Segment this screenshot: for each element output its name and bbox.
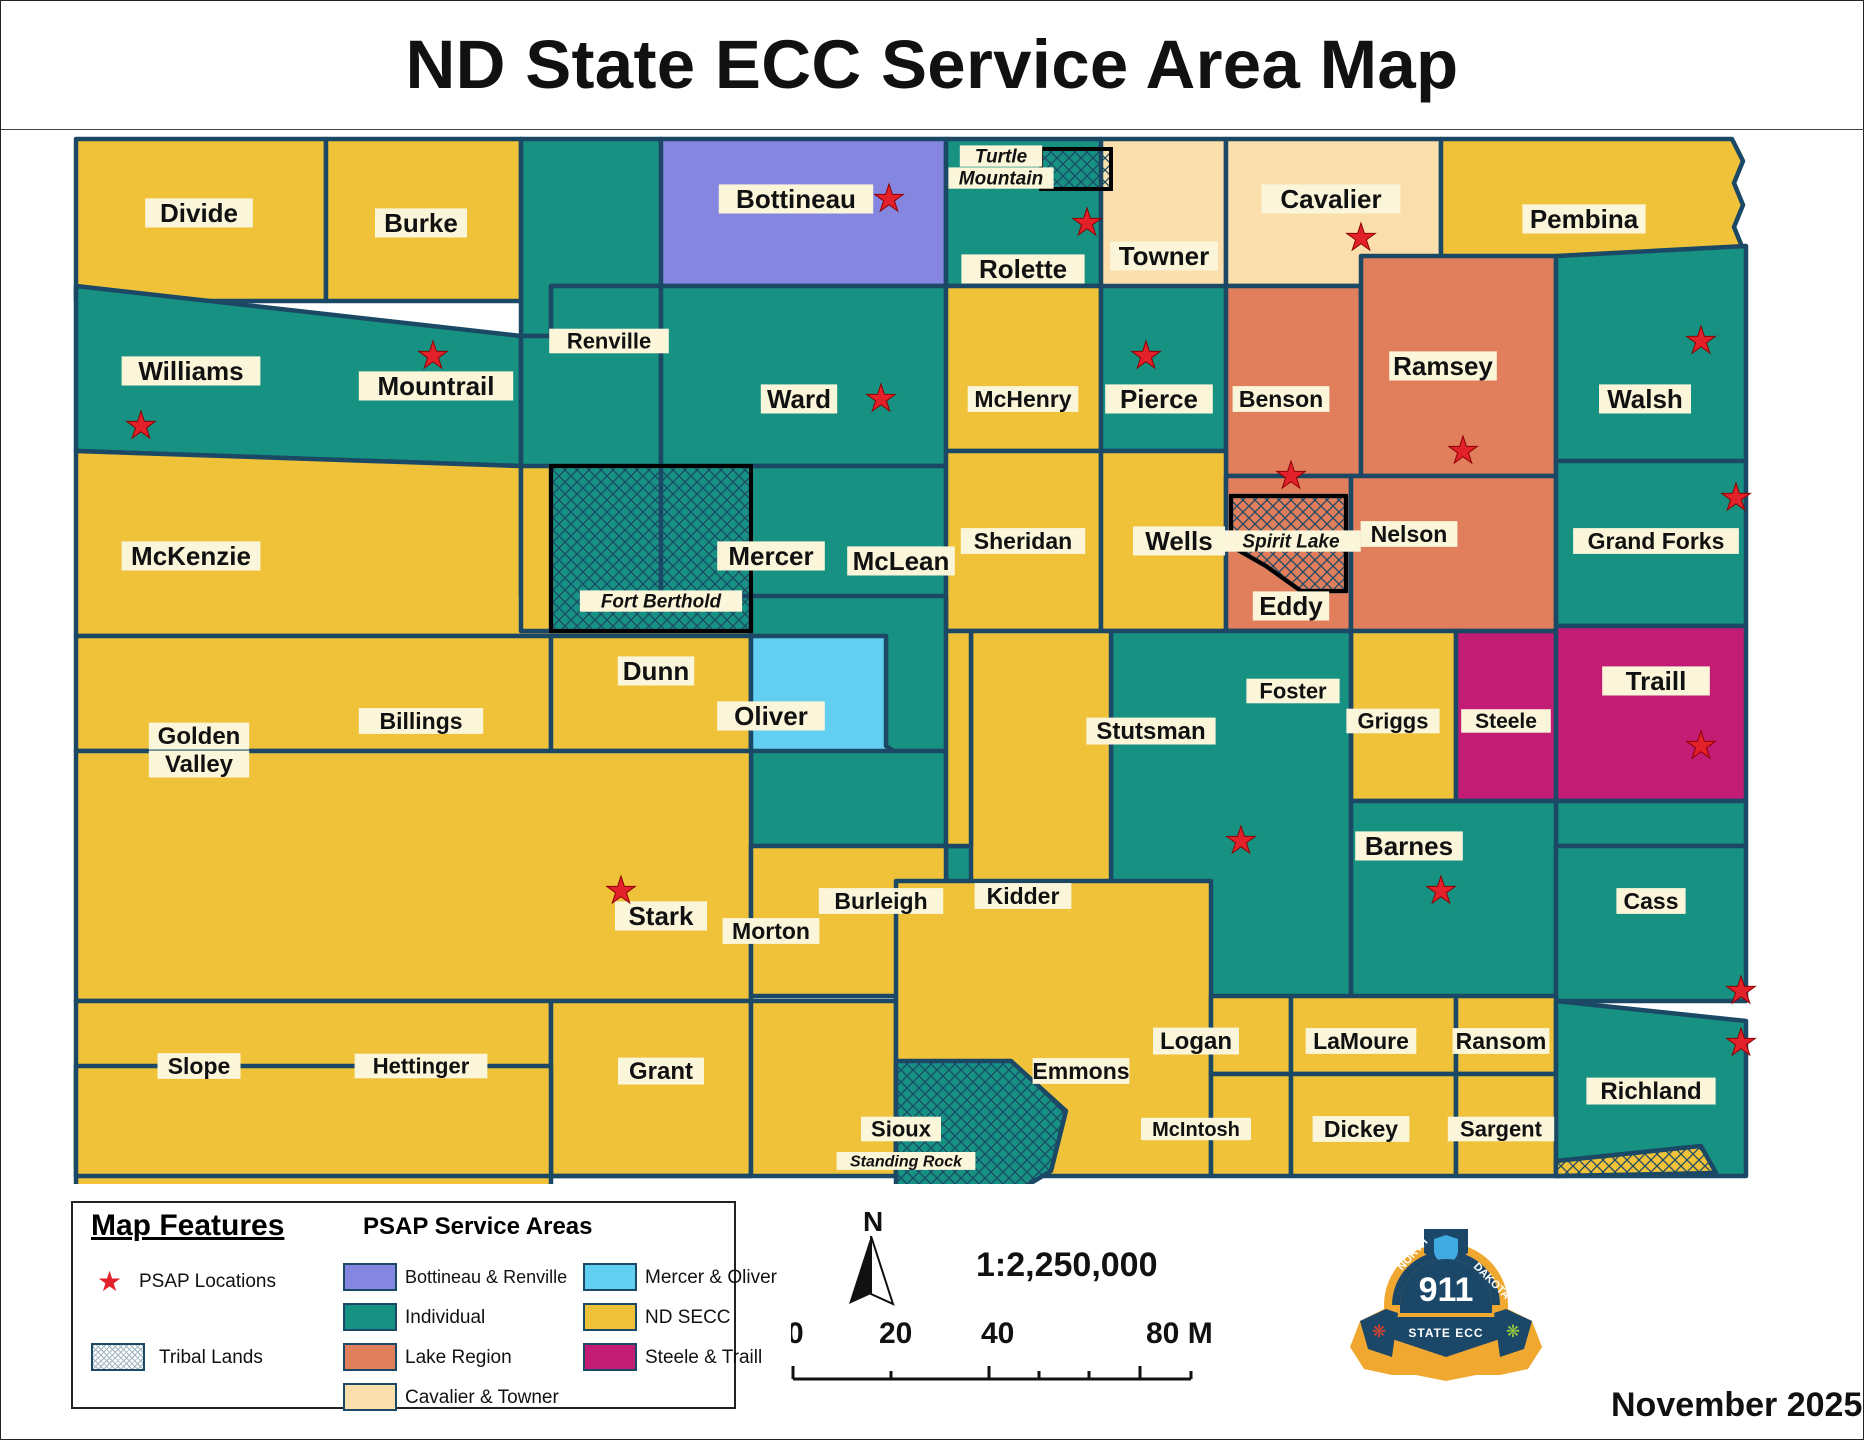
- svg-text:Towner: Towner: [1119, 241, 1210, 271]
- svg-text:LaMoure: LaMoure: [1313, 1028, 1409, 1054]
- svg-text:Valley: Valley: [165, 751, 234, 778]
- svg-text:Mercer: Mercer: [728, 541, 813, 571]
- svg-text:40: 40: [981, 1321, 1014, 1350]
- svg-text:Foster: Foster: [1259, 679, 1327, 704]
- svg-text:Fort Berthold: Fort Berthold: [601, 592, 722, 613]
- svg-text:80 Miles: 80 Miles: [1146, 1321, 1211, 1350]
- svg-text:Emmons: Emmons: [1032, 1058, 1129, 1084]
- svg-text:Benson: Benson: [1239, 386, 1323, 412]
- svg-text:Dickey: Dickey: [1324, 1116, 1398, 1142]
- svg-text:Stutsman: Stutsman: [1096, 718, 1205, 745]
- svg-text:Barnes: Barnes: [1365, 831, 1453, 861]
- svg-text:Rolette: Rolette: [979, 254, 1067, 284]
- svg-text:Slope: Slope: [168, 1053, 231, 1079]
- svg-text:Ramsey: Ramsey: [1393, 351, 1493, 381]
- svg-text:Logan: Logan: [1160, 1028, 1232, 1055]
- svg-text:Walsh: Walsh: [1607, 384, 1683, 414]
- svg-text:911: 911: [1419, 1271, 1474, 1309]
- svg-text:Pembina: Pembina: [1530, 204, 1639, 234]
- svg-text:Bottineau: Bottineau: [736, 184, 856, 214]
- svg-text:Pierce: Pierce: [1120, 384, 1198, 414]
- svg-text:STATE ECC: STATE ECC: [1408, 1326, 1483, 1340]
- svg-text:Dunn: Dunn: [623, 656, 689, 686]
- svg-text:20: 20: [879, 1321, 912, 1350]
- svg-text:Sioux: Sioux: [871, 1117, 932, 1142]
- svg-text:Spirit Lake: Spirit Lake: [1242, 532, 1340, 553]
- svg-text:McHenry: McHenry: [974, 386, 1071, 412]
- svg-text:Stark: Stark: [628, 901, 694, 931]
- svg-text:Billings: Billings: [379, 708, 462, 734]
- svg-text:Nelson: Nelson: [1371, 521, 1448, 547]
- svg-text:Traill: Traill: [1626, 666, 1687, 696]
- svg-text:Cass: Cass: [1624, 888, 1679, 914]
- svg-text:McLean: McLean: [853, 546, 950, 576]
- svg-text:Steele: Steele: [1475, 710, 1537, 733]
- svg-text:Grant: Grant: [629, 1058, 693, 1085]
- svg-text:Kidder: Kidder: [987, 883, 1060, 909]
- svg-text:McKenzie: McKenzie: [131, 541, 251, 571]
- svg-text:Sargent: Sargent: [1460, 1117, 1543, 1142]
- svg-text:Mountain: Mountain: [959, 169, 1043, 190]
- svg-text:Standing Rock: Standing Rock: [850, 1153, 963, 1170]
- svg-text:1:2,250,000: 1:2,250,000: [976, 1246, 1158, 1284]
- svg-text:Divide: Divide: [160, 198, 238, 228]
- svg-text:0: 0: [791, 1321, 804, 1350]
- svg-text:Griggs: Griggs: [1358, 709, 1429, 734]
- svg-text:❋: ❋: [1372, 1322, 1386, 1341]
- svg-text:Williams: Williams: [138, 356, 243, 386]
- svg-text:Oliver: Oliver: [734, 701, 808, 731]
- svg-text:Turtle: Turtle: [975, 147, 1028, 168]
- svg-text:Sheridan: Sheridan: [974, 528, 1072, 554]
- svg-text:Hettinger: Hettinger: [373, 1054, 470, 1079]
- svg-text:Eddy: Eddy: [1259, 591, 1323, 621]
- svg-text:Burke: Burke: [384, 208, 458, 238]
- svg-text:Renville: Renville: [567, 329, 651, 354]
- svg-text:Richland: Richland: [1600, 1078, 1701, 1105]
- svg-text:Wells: Wells: [1145, 526, 1212, 556]
- svg-text:Ward: Ward: [767, 384, 831, 414]
- svg-text:Mountrail: Mountrail: [378, 371, 495, 401]
- svg-text:Grand Forks: Grand Forks: [1588, 528, 1725, 554]
- svg-text:Ransom: Ransom: [1456, 1028, 1547, 1054]
- svg-text:Cavalier: Cavalier: [1280, 184, 1381, 214]
- svg-text:Burleigh: Burleigh: [834, 888, 927, 914]
- svg-text:Golden: Golden: [158, 723, 241, 750]
- svg-text:McIntosh: McIntosh: [1152, 1119, 1240, 1141]
- svg-text:Morton: Morton: [732, 918, 810, 944]
- svg-text:❋: ❋: [1506, 1322, 1520, 1341]
